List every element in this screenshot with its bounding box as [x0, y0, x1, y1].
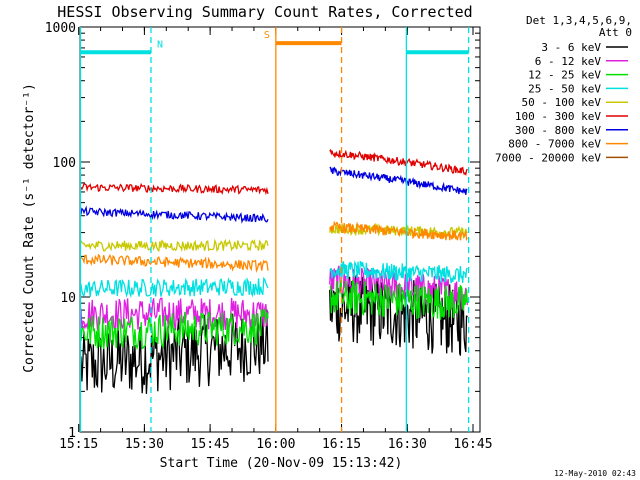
series-trace: [329, 220, 468, 242]
series-trace: [80, 205, 269, 224]
flag-bar-label: N: [157, 39, 163, 50]
vertical-markers: [79, 27, 470, 432]
series-layer: [80, 148, 468, 394]
legend-label: 3 - 6 keV: [541, 41, 601, 54]
flag-bar-label: S: [264, 30, 270, 41]
legend-label: 25 - 50 keV: [528, 82, 601, 95]
series-trace: [80, 309, 269, 351]
legend-header: Det 1,3,4,5,6,9,: [526, 14, 632, 27]
x-tick-label: 16:45: [453, 437, 492, 452]
tick-labels: 15:15 15:30 15:45 16:00 16:15 16:30 16:45 1 10 10…: [45, 21, 493, 452]
series-trace: [80, 182, 269, 196]
y-tick-label: 100: [53, 156, 76, 171]
legend-label: 800 - 7000 keV: [508, 138, 601, 151]
legend-label: 50 - 100 keV: [522, 96, 602, 109]
series-trace: [80, 238, 269, 253]
x-tick-label: 16:15: [322, 437, 361, 452]
legend-header: Att 0: [599, 26, 632, 39]
x-tick-label: 15:15: [59, 437, 98, 452]
timestamp: 12-May-2010 02:43: [554, 469, 636, 478]
legend-label: 7000 - 20000 keV: [495, 151, 601, 164]
series-trace: [329, 166, 468, 195]
y-tick-label: 1000: [45, 21, 76, 36]
x-tick-label: 16:00: [256, 437, 295, 452]
y-axis-label: Corrected Count Rate (s⁻¹ detector⁻¹): [22, 83, 37, 373]
x-axis-label: Start Time (20-Nov-09 15:13:42): [160, 456, 403, 471]
series-trace: [80, 253, 269, 273]
x-tick-label: 16:30: [388, 437, 427, 452]
y-tick-label: 1: [68, 426, 76, 441]
legend-label: 100 - 300 keV: [515, 110, 601, 123]
legend-label: 12 - 25 keV: [528, 69, 601, 82]
legend-label: 300 - 800 keV: [515, 124, 601, 137]
legend-label: 6 - 12 keV: [535, 55, 602, 68]
chart-title: HESSI Observing Summary Count Rates, Cor…: [57, 3, 472, 21]
x-tick-label: 15:30: [125, 437, 164, 452]
series-trace: [80, 297, 269, 331]
y-tick-label: 10: [60, 291, 76, 306]
series-trace: [329, 279, 468, 320]
series-trace: [329, 148, 468, 176]
flag-bars: NS: [80, 30, 469, 55]
series-trace: [80, 276, 269, 299]
x-tick-label: 15:45: [191, 437, 230, 452]
series-trace: [329, 260, 468, 284]
